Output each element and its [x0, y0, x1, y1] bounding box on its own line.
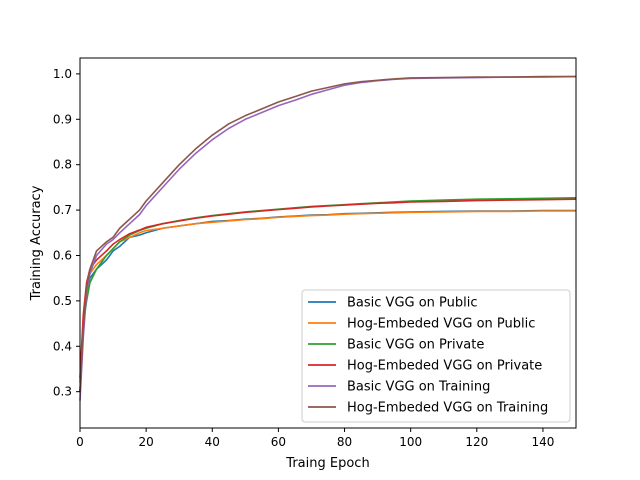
x-tick-label: 40 [205, 435, 220, 449]
y-tick-label: 1.0 [53, 67, 72, 81]
x-tick-label: 60 [271, 435, 286, 449]
legend-box [301, 289, 571, 423]
legend-label-2: Hog-Embeded VGG on Public [347, 317, 535, 332]
y-axis-label: Training Accuracy [29, 185, 44, 301]
y-tick-label: 0.3 [53, 385, 72, 399]
x-tick-label: 0 [76, 435, 84, 449]
y-tick-label: 0.4 [53, 339, 72, 353]
legend-label-5: Basic VGG on Training [347, 380, 490, 395]
y-tick-label: 0.8 [53, 158, 72, 172]
y-tick-label: 0.6 [53, 248, 72, 262]
x-ticks: 0 20 40 60 80 100 120 140 [76, 428, 554, 449]
x-tick-label: 100 [399, 435, 422, 449]
y-tick-label: 0.5 [53, 294, 72, 308]
legend: Basic VGG on Public Hog-Embeded VGG on Pu… [301, 289, 571, 423]
y-tick-label: 0.7 [53, 203, 72, 217]
x-tick-label: 20 [138, 435, 153, 449]
legend-label-6: Hog-Embeded VGG on Training [347, 401, 548, 416]
x-tick-label: 140 [531, 435, 554, 449]
legend-label-3: Basic VGG on Private [347, 338, 484, 353]
y-ticks: 0.3 0.4 0.5 0.6 0.7 0.8 0.9 1.0 [53, 67, 80, 399]
x-axis-label: Traing Epoch [285, 456, 369, 471]
series-layer [79, 75, 577, 401]
y-tick-label: 0.9 [53, 112, 72, 126]
plot-frame [79, 57, 577, 429]
series-line-6 [79, 75, 576, 392]
legend-label-4: Hog-Embeded VGG on Private [347, 359, 542, 374]
x-tick-label: 80 [337, 435, 352, 449]
series-line-4 [79, 198, 577, 379]
x-tick-label: 120 [465, 435, 488, 449]
legend-label-1: Basic VGG on Public [347, 296, 478, 311]
